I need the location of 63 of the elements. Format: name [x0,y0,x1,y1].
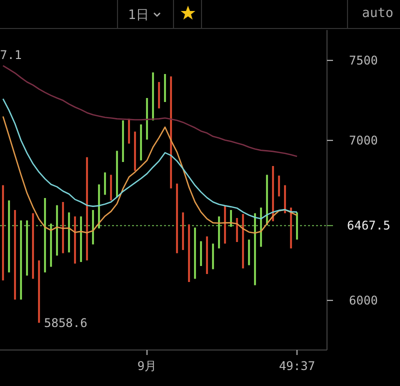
bar [230,210,232,227]
bar [140,124,142,160]
bar [278,176,280,196]
bar [218,216,220,248]
bar [176,184,178,254]
bar [266,174,268,226]
bar [110,174,112,200]
line-series [2,65,298,158]
bar [26,220,28,276]
line-series [2,116,298,234]
bar [272,166,274,222]
bar [14,210,16,300]
bar [32,213,34,279]
annotation: 5858.6 [44,316,88,330]
bar [134,132,136,171]
bar [128,118,130,144]
bar [254,213,256,286]
bar [98,184,100,228]
bar [248,240,250,266]
bar [62,202,64,254]
bar [188,224,190,282]
line-series [2,98,298,220]
text: 1日 [128,7,149,24]
bar [236,218,238,242]
bar [86,157,88,260]
bar [20,220,22,300]
bar [122,120,124,162]
bar [242,214,244,268]
y-tick-label: 7000 [349,134,378,148]
annotation: 7.1 [0,48,22,62]
bar [92,210,94,244]
bar [8,200,10,272]
bar [116,150,118,198]
bar [44,198,46,272]
bar [152,72,154,120]
x-tick-label: 49:37 [278,359,316,373]
bar [290,208,292,248]
bar [194,228,196,279]
bar [74,216,76,264]
text: auto [362,6,394,21]
bar [224,206,226,244]
bar [56,205,58,256]
bar [170,76,172,188]
bar [2,185,4,280]
bar [158,82,160,108]
bar [206,236,208,274]
bar [182,212,184,250]
bar [104,172,106,195]
bar [212,244,214,270]
bar [296,212,298,240]
y-tick-label: 7500 [349,54,378,68]
bar [38,260,40,323]
bar [164,74,166,102]
bar [80,216,82,262]
bar [260,208,262,247]
y-tick-label: 6000 [349,294,378,308]
bar [200,241,202,266]
ref-line-label: 6467.5 [347,218,390,233]
bar [146,98,148,140]
x-tick-label: 9月 [137,359,157,373]
bar [50,224,52,267]
bar [68,212,70,252]
bar [284,185,286,214]
